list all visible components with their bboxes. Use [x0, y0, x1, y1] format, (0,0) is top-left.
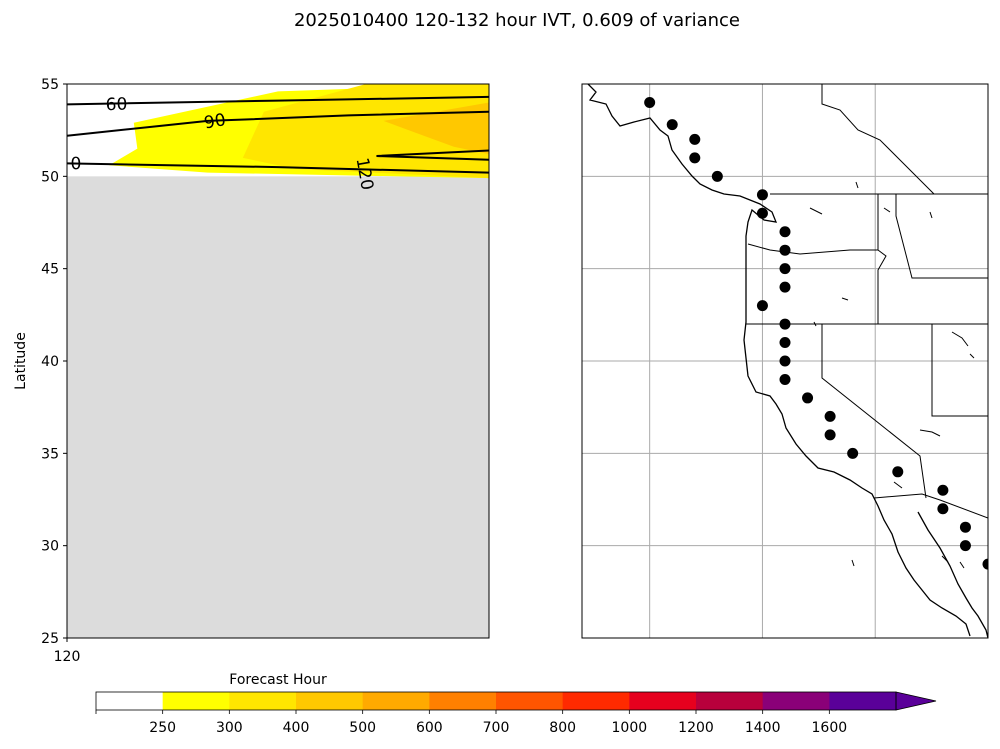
california-nevada-border: [821, 324, 927, 499]
trajectory-points: [644, 96, 988, 570]
trajectory-point: [666, 119, 678, 131]
nevada-utah-border: [931, 324, 988, 417]
canada-province-border: [821, 84, 935, 195]
colorbar-tick-label: 600: [416, 720, 443, 736]
contour-label-60: 60: [105, 95, 127, 116]
colorbar-segment: [96, 692, 164, 710]
trajectory-point: [779, 281, 791, 293]
trajectory-point: [779, 337, 791, 349]
contour-line-90: [67, 110, 489, 137]
filled-contour-400: [383, 102, 489, 155]
trajectory-point: [824, 410, 836, 422]
colorbar-ticks: 250 300 400 500 600 700 800 1000 1200 1400 1600: [95, 710, 848, 736]
y-tick-label: 30: [41, 539, 59, 555]
colorbar-segment: [429, 692, 497, 710]
colorbar-segment: [829, 692, 897, 710]
figure-title: 2025010400 120-132 hour IVT, 0.609 of va…: [294, 10, 740, 31]
trajectory-point: [756, 300, 768, 312]
trajectory-point: [779, 355, 791, 367]
trajectory-point: [779, 244, 791, 256]
inland-lakes: [809, 181, 975, 569]
colorbar-segment: [696, 692, 764, 710]
trajectory-point: [756, 207, 768, 219]
trajectory-point: [779, 226, 791, 238]
colorbar-segment: [762, 692, 830, 710]
colorbar-extend-arrow: [895, 691, 937, 711]
trajectory-point: [689, 152, 701, 164]
colorbar: Forecast Hour 250 300 400 500 600 700 800 1000 1…: [95, 672, 937, 736]
x-tick-label: 120: [54, 649, 81, 665]
trajectory-point: [892, 466, 904, 478]
y-tick-label: 55: [41, 77, 59, 93]
us-mexico-border: [873, 493, 988, 519]
colorbar-tick-label: 1600: [812, 720, 848, 736]
colorbar-segments: [96, 692, 897, 710]
colorbar-tick-label: 1200: [678, 720, 714, 736]
colorbar-tick-label: 1000: [612, 720, 648, 736]
trajectory-point: [779, 263, 791, 275]
right-panel-map: [581, 83, 989, 639]
y-tick-label: 45: [41, 262, 59, 278]
coastline: [587, 84, 971, 637]
oregon-washington-border: [747, 194, 879, 255]
colorbar-tick-label: 1400: [745, 720, 781, 736]
trajectory-point: [937, 484, 949, 496]
trajectory-point: [937, 503, 949, 515]
contour-line-0: [67, 162, 489, 174]
trajectory-point: [779, 318, 791, 330]
contour-label-90: 90: [203, 110, 228, 133]
colorbar-tick-label: 700: [483, 720, 510, 736]
y-axis-label: Latitude: [13, 332, 29, 390]
colorbar-segment: [162, 692, 230, 710]
ivt-contour-lines: [67, 95, 489, 174]
colorbar-segment: [362, 692, 430, 710]
colorbar-tick-label: 500: [349, 720, 376, 736]
trajectory-point: [982, 558, 988, 570]
colorbar-segment: [229, 692, 297, 710]
y-tick-label: 35: [41, 446, 59, 462]
y-tick-label: 25: [41, 631, 59, 647]
contour-label-0: 0: [70, 154, 82, 174]
map-gridlines: [582, 84, 988, 638]
colorbar-segment: [296, 692, 364, 710]
map-frame: [581, 83, 989, 639]
baja-gulf-coast: [917, 511, 988, 638]
trajectory-point: [959, 540, 971, 552]
trajectory-point: [802, 392, 814, 404]
filled-contour-300: [242, 84, 489, 179]
colorbar-tick-label: 400: [283, 720, 310, 736]
idaho-border: [877, 194, 988, 324]
contour-line-120: [376, 149, 489, 161]
trajectory-point: [824, 429, 836, 441]
trajectory-point: [959, 521, 971, 533]
left-y-axis: 25 30 35 40 45 50 55: [41, 77, 67, 647]
trajectory-point: [711, 170, 723, 182]
missing-data-region: [67, 176, 489, 638]
y-tick-label: 40: [41, 354, 59, 370]
trajectory-point: [689, 133, 701, 145]
trajectory-point: [644, 96, 656, 108]
colorbar-segment: [496, 692, 564, 710]
colorbar-segment: [629, 692, 697, 710]
colorbar-tick-label: 300: [216, 720, 243, 736]
trajectory-point: [779, 373, 791, 385]
colorbar-segment: [562, 692, 630, 710]
colorbar-tick-label: 800: [549, 720, 576, 736]
contour-line-60: [67, 95, 489, 106]
colorbar-tick-label: 250: [149, 720, 176, 736]
trajectory-point: [847, 447, 859, 459]
y-tick-label: 50: [41, 169, 59, 185]
trajectory-point: [756, 189, 768, 201]
left-x-axis: 120: [54, 638, 81, 665]
colorbar-label: Forecast Hour: [229, 672, 327, 688]
